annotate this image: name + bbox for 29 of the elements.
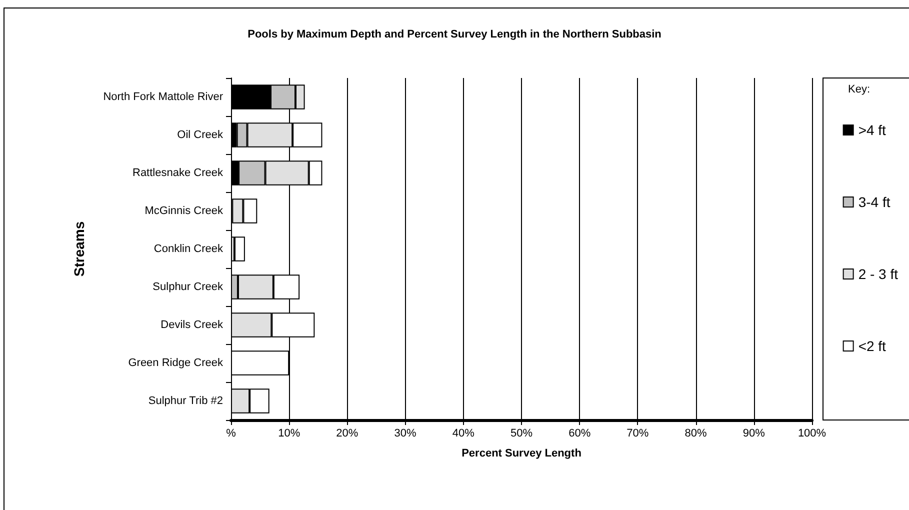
y-tick-label: Devils Creek bbox=[160, 319, 224, 331]
x-tick-label: 30% bbox=[394, 428, 417, 440]
y-tick-label: Sulphur Trib #2 bbox=[148, 395, 223, 407]
x-tick-label: 40% bbox=[452, 428, 475, 440]
y-axis-title: Streams bbox=[71, 221, 87, 277]
y-tick-label: McGinnis Creek bbox=[144, 205, 224, 217]
y-tick-label: Conklin Creek bbox=[154, 243, 224, 255]
legend-label: 2 - 3 ft bbox=[858, 266, 898, 282]
y-tick-label: North Fork Mattole River bbox=[103, 91, 224, 103]
x-axis-title: Percent Survey Length bbox=[462, 448, 582, 460]
legend-label: >4 ft bbox=[858, 122, 886, 138]
legend-label: <2 ft bbox=[858, 338, 886, 354]
legend-title: Key: bbox=[848, 84, 870, 96]
x-tick-label: % bbox=[226, 428, 236, 440]
x-tick-label: 70% bbox=[626, 428, 649, 440]
y-tick-label: Green Ridge Creek bbox=[128, 357, 224, 369]
y-tick-label: Sulphur Creek bbox=[152, 281, 224, 293]
x-tick-label: 20% bbox=[336, 428, 358, 440]
x-tick-label: 10% bbox=[278, 428, 300, 440]
x-tick-label: 80% bbox=[684, 428, 708, 440]
y-tick-label: Rattlesnake Creek bbox=[132, 167, 224, 179]
y-tick-label: Oil Creek bbox=[177, 129, 224, 141]
x-tick-label: 90% bbox=[742, 428, 766, 440]
x-tick-label: 60% bbox=[568, 428, 591, 440]
bar bbox=[234, 236, 245, 262]
legend-label: 3-4 ft bbox=[858, 194, 890, 210]
x-tick-label: 100% bbox=[798, 428, 826, 440]
x-tick-label: 50% bbox=[510, 428, 533, 440]
chart-title: Pools by Maximum Depth and Percent Survey Length in the Northern Subbasin bbox=[248, 28, 662, 40]
